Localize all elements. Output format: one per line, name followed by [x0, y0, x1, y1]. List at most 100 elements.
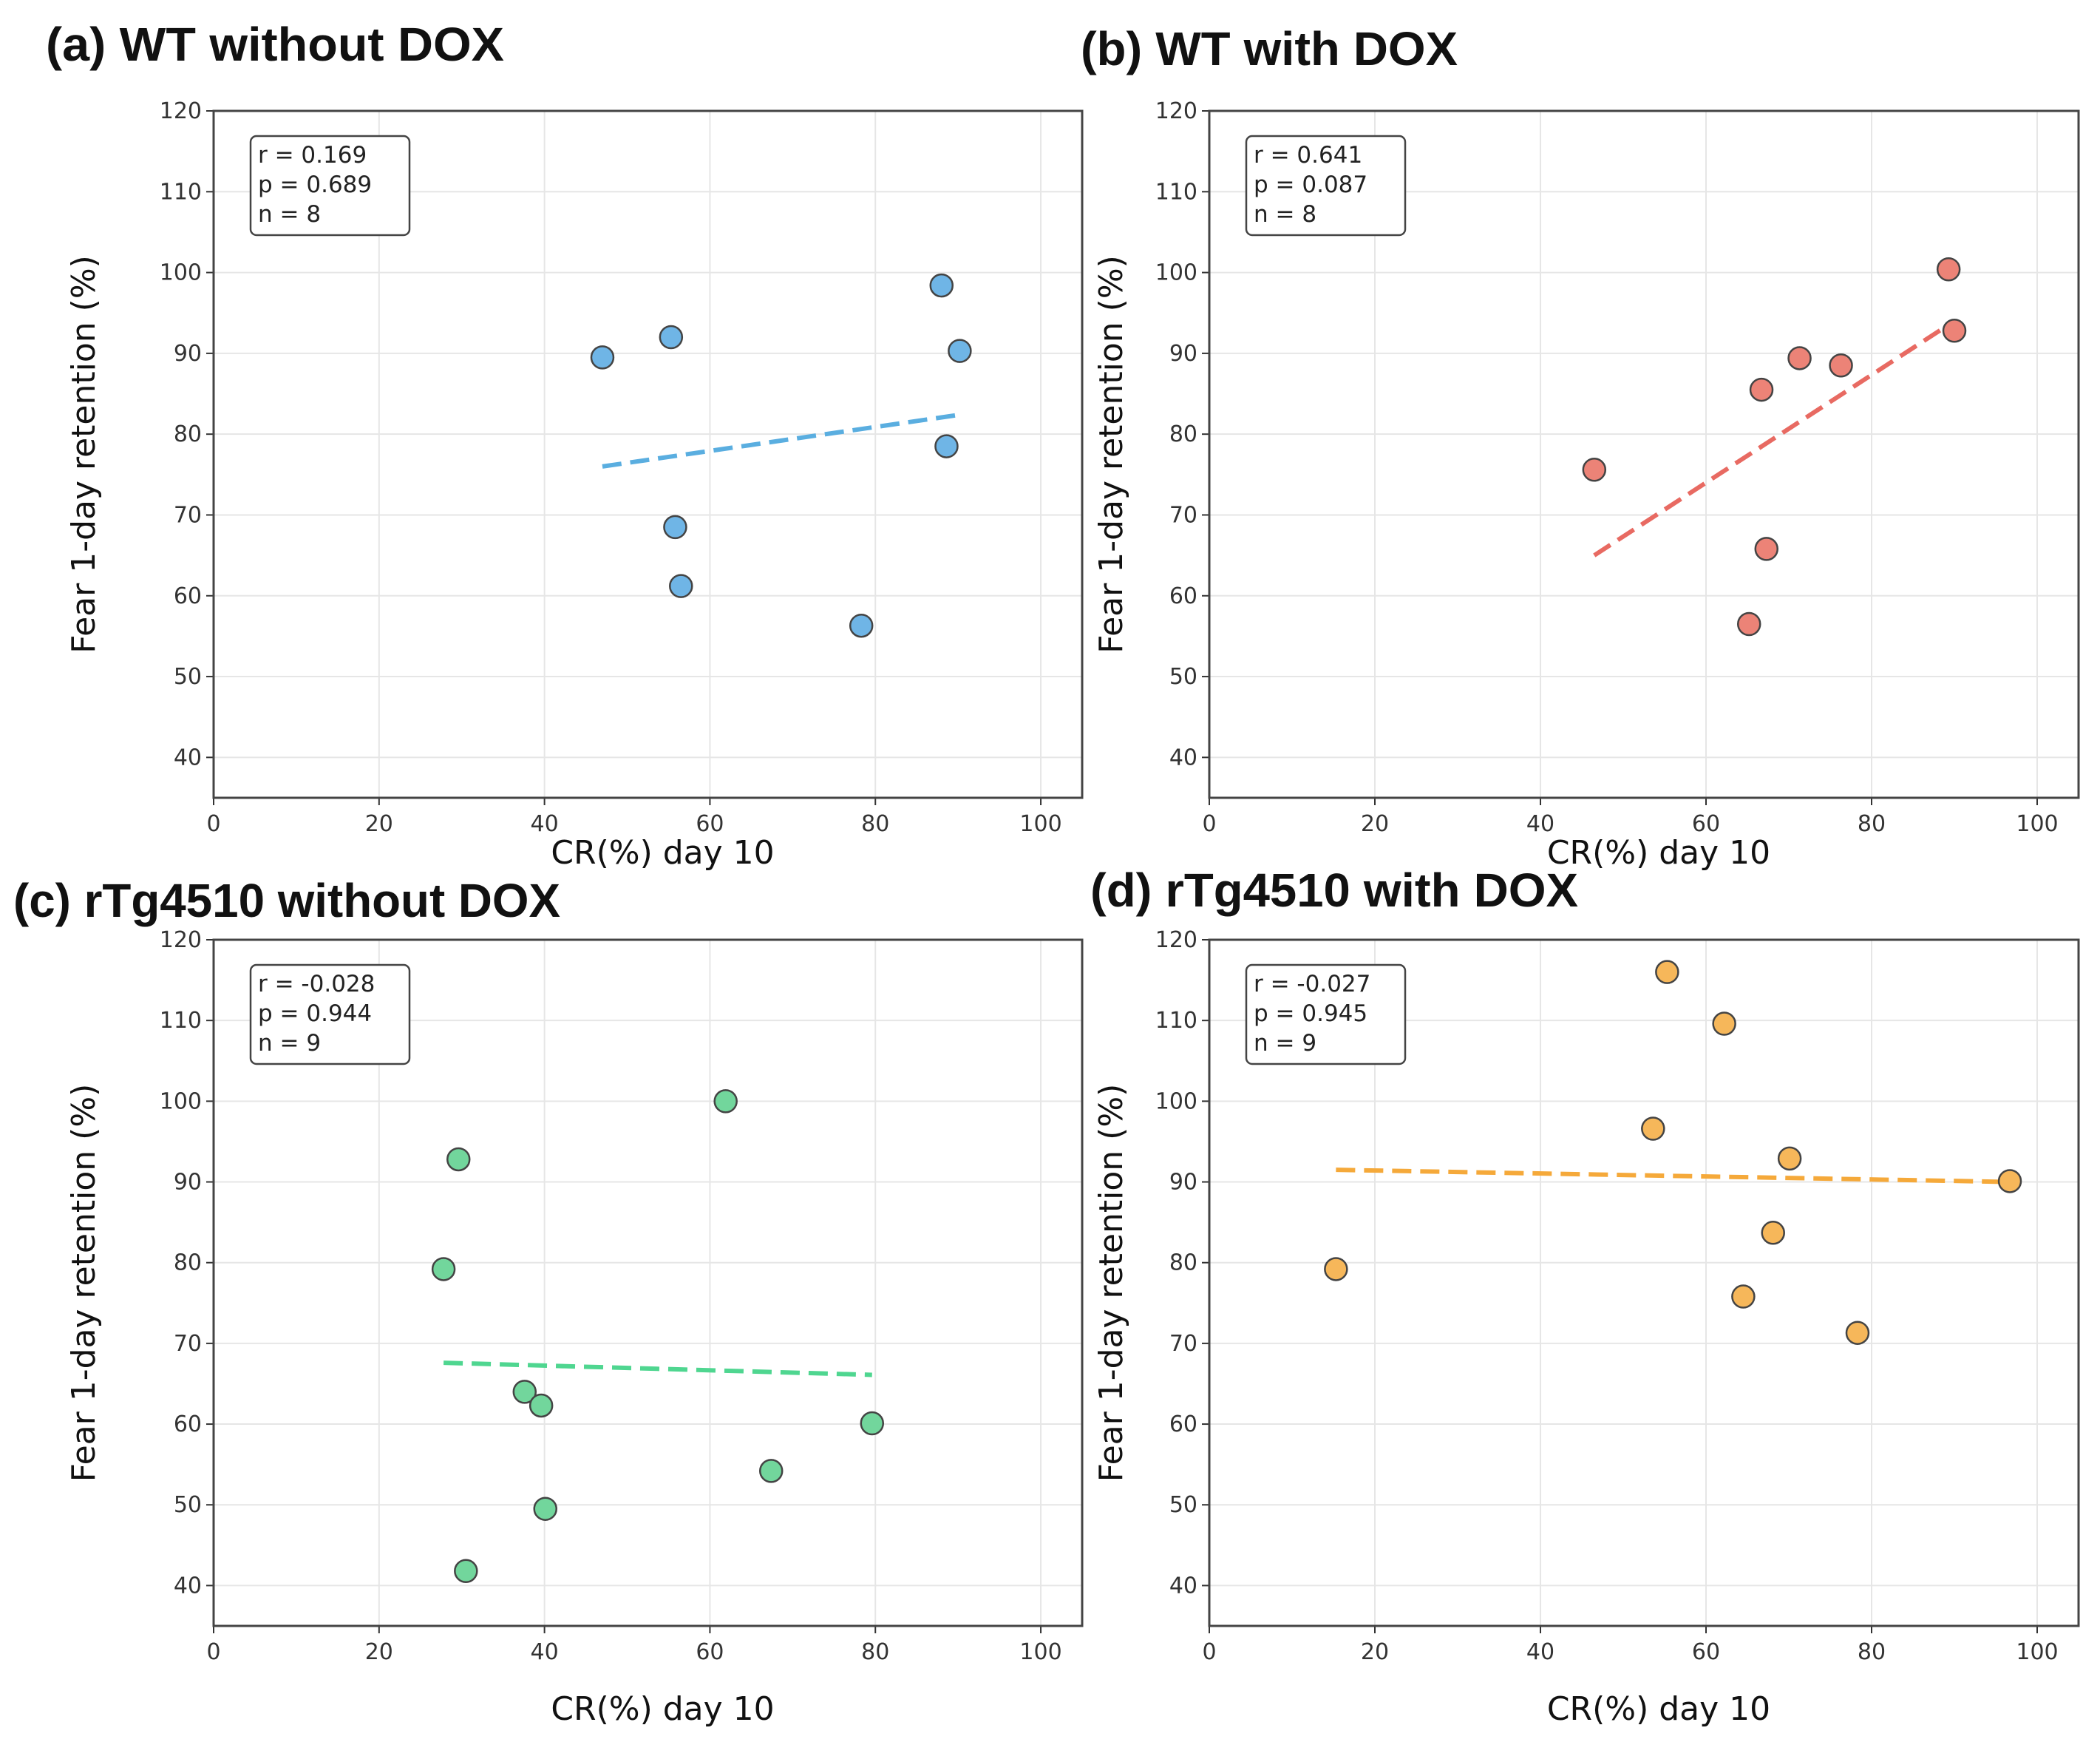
y-tick-label: 70 [174, 502, 202, 528]
y-tick-label: 80 [1169, 421, 1197, 447]
y-tick-label: 60 [1169, 583, 1197, 609]
y-tick-label: 40 [1169, 1573, 1197, 1599]
data-point [849, 613, 874, 638]
data-point [1845, 1321, 1870, 1345]
x-axis-label: CR(%) day 10 [1547, 1690, 1770, 1728]
plot-frame [212, 109, 1084, 799]
stats-line: r = -0.028 [258, 971, 375, 997]
x-axis-label: CR(%) day 10 [1547, 834, 1770, 872]
y-tick-label: 40 [1169, 745, 1197, 770]
y-tick-label: 60 [1169, 1411, 1197, 1437]
y-axis-label: Fear 1-day retention (%) [65, 255, 103, 654]
x-tick-label: 20 [365, 811, 393, 837]
x-tick-label: 0 [206, 811, 220, 837]
data-point [929, 273, 954, 298]
y-axis-label: Fear 1-day retention (%) [65, 1084, 103, 1482]
data-point [1655, 960, 1679, 984]
stats-box [249, 135, 411, 237]
data-point [669, 574, 693, 598]
plot-frame [1208, 109, 2080, 799]
data-point [1731, 1284, 1756, 1309]
data-point [512, 1380, 537, 1404]
y-tick-label: 80 [174, 421, 202, 447]
data-point [948, 339, 972, 363]
x-tick-label: 0 [1202, 811, 1216, 837]
data-point [1787, 346, 1812, 370]
y-tick-label: 100 [1155, 1088, 1197, 1114]
data-point [860, 1411, 885, 1436]
y-tick-label: 40 [174, 745, 202, 770]
y-tick-label: 60 [174, 583, 202, 609]
y-tick-label: 60 [174, 1411, 202, 1437]
y-tick-label: 90 [1169, 1170, 1197, 1196]
data-point [1754, 537, 1779, 561]
y-tick-label: 120 [160, 98, 202, 124]
y-tick-label: 100 [160, 1088, 202, 1114]
data-point [529, 1393, 554, 1418]
trend-line [444, 1360, 872, 1377]
data-point [1736, 611, 1761, 637]
data-point [590, 345, 615, 370]
data-point [659, 325, 684, 350]
y-tick-label: 50 [174, 664, 202, 690]
x-axis-label: CR(%) day 10 [551, 1690, 774, 1728]
stats-line: r = -0.027 [1254, 971, 1370, 997]
x-tick-label: 0 [206, 1639, 220, 1665]
y-tick-label: 70 [1169, 502, 1197, 528]
stats-line: p = 0.087 [1254, 172, 1367, 198]
trend-line [1336, 1167, 2011, 1184]
data-point [1761, 1221, 1785, 1245]
y-axis-label: Fear 1-day retention (%) [1093, 1084, 1130, 1482]
y-tick-label: 50 [1169, 1492, 1197, 1518]
y-tick-label: 120 [160, 927, 202, 953]
data-point [1829, 353, 1853, 378]
trend-line [1593, 319, 1956, 557]
data-point [1749, 377, 1774, 402]
y-tick-label: 110 [160, 1008, 202, 1034]
y-tick-label: 110 [1155, 179, 1197, 205]
y-tick-label: 50 [1169, 664, 1197, 690]
y-tick-label: 70 [1169, 1331, 1197, 1357]
y-tick-label: 80 [174, 1250, 202, 1276]
x-tick-label: 40 [1526, 1639, 1554, 1665]
x-tick-label: 100 [1019, 1639, 1061, 1665]
data-point [454, 1559, 478, 1584]
x-tick-label: 60 [696, 811, 724, 837]
data-point [1777, 1146, 1802, 1171]
subplot-b: (b) WT with DOX 0 20 40 60 80 100 40 50 60 70 80 90 1… [1081, 22, 2080, 872]
x-tick-label: 60 [1692, 1639, 1720, 1665]
stats-box [249, 963, 411, 1065]
x-tick-label: 40 [531, 1639, 559, 1665]
x-axis-label: CR(%) day 10 [551, 834, 774, 872]
y-tick-label: 110 [160, 179, 202, 205]
subplot-d: (d) rTg4510 with DOX 0 20 40 60 80 100 40 50 60 70… [1090, 864, 2080, 1728]
data-point [713, 1089, 738, 1114]
y-tick-label: 120 [1155, 927, 1197, 953]
stats-line: n = 8 [1254, 201, 1316, 228]
y-tick-label: 120 [1155, 98, 1197, 124]
y-tick-label: 100 [160, 260, 202, 286]
subplot-c: (c) rTg4510 without DOX 0 20 40 60 80 100 40 50 6… [13, 874, 1084, 1728]
x-tick-label: 20 [365, 1639, 393, 1665]
data-point [1936, 257, 1961, 282]
x-tick-label: 60 [1692, 811, 1720, 837]
x-tick-label: 20 [1361, 811, 1389, 837]
data-point [934, 434, 959, 458]
data-point [446, 1147, 471, 1172]
x-tick-label: 0 [1202, 1639, 1216, 1665]
stats-box [1245, 963, 1407, 1065]
stats-line: p = 0.689 [258, 172, 372, 198]
stats-line: p = 0.945 [1254, 1000, 1367, 1027]
data-point [1712, 1011, 1736, 1036]
data-point [1324, 1257, 1348, 1281]
y-tick-label: 70 [174, 1331, 202, 1357]
y-axis-label: Fear 1-day retention (%) [1093, 255, 1130, 654]
data-point [1942, 319, 1967, 343]
x-tick-label: 100 [2016, 811, 2058, 837]
x-tick-label: 80 [861, 1639, 889, 1665]
x-tick-label: 20 [1361, 1639, 1389, 1665]
x-tick-label: 100 [1019, 811, 1061, 837]
stats-line: p = 0.944 [258, 1000, 372, 1027]
y-tick-label: 90 [174, 1170, 202, 1196]
